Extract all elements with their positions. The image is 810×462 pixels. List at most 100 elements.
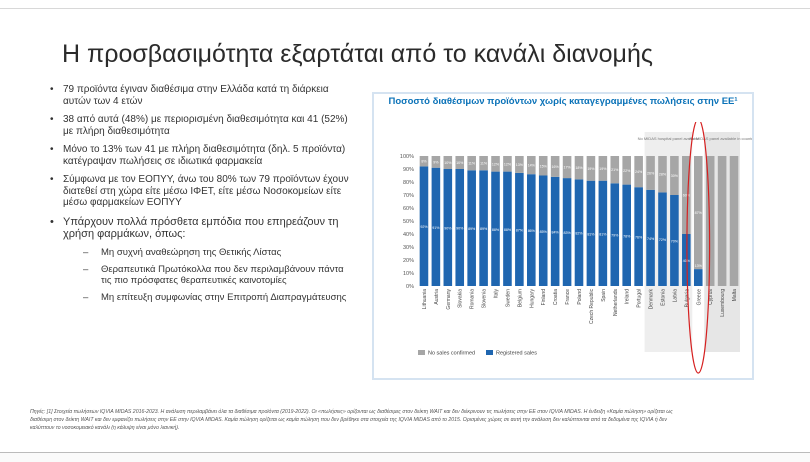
slide-title: Η προσβασιμότητα εξαρτάται από το κανάλι… <box>62 40 653 68</box>
data-label-no-sales: 11% <box>480 162 488 166</box>
annotation-label: No MIDAS panel available in country <box>690 136 752 141</box>
bar-no-sales <box>515 156 524 173</box>
x-tick-label: Belgium <box>517 289 523 307</box>
bar-registered <box>598 180 608 286</box>
bar-registered <box>491 171 500 286</box>
data-label-registered: 72% <box>659 238 667 242</box>
data-label-registered: 89% <box>468 227 476 231</box>
data-label-no-sales: 60% <box>683 194 691 198</box>
x-tick-label: Romania <box>470 289 476 309</box>
bar-registered <box>562 178 572 286</box>
bar-no-sales <box>646 156 655 190</box>
data-label-registered: 74% <box>647 237 655 241</box>
x-tick-label: Czech Republic <box>589 289 595 325</box>
bar-registered <box>431 167 441 286</box>
bar-registered <box>455 169 465 286</box>
bullet-item: 79 προϊόντα έγιναν διαθέσιμα στην Ελλάδα… <box>50 84 355 107</box>
bar-registered <box>527 174 536 286</box>
data-label-no-sales: 21% <box>611 168 619 172</box>
bar-registered <box>634 187 643 286</box>
data-label-no-sales: 15% <box>540 164 548 168</box>
bar-no-sales <box>527 156 536 175</box>
x-tick-label: Austria <box>434 289 440 305</box>
y-tick-label: 80% <box>403 180 414 186</box>
bar-no-sales <box>443 156 453 169</box>
x-tick-label: Denmark <box>649 289 655 310</box>
bar-no-sales <box>479 156 488 171</box>
x-tick-label: Lithuania <box>422 289 428 310</box>
bar-no-sales <box>610 156 620 184</box>
bar-registered <box>622 184 631 286</box>
data-label-no-sales: 28% <box>659 173 667 177</box>
bar-registered <box>419 166 429 286</box>
bottom-bar <box>0 452 810 462</box>
legend-swatch-registered <box>486 350 493 355</box>
bar-no-sales <box>574 156 584 180</box>
data-label-no-sales: 14% <box>528 164 536 168</box>
data-label-registered: 87% <box>516 228 524 232</box>
x-tick-label: Hungary <box>529 289 535 308</box>
data-label-no-sales: 18% <box>575 166 583 170</box>
data-label-registered: 85% <box>540 230 548 234</box>
bar-registered <box>682 234 691 286</box>
data-label-no-sales: 19% <box>587 167 595 171</box>
greece-highlight-oval <box>686 122 711 374</box>
bar-registered <box>693 269 703 286</box>
data-label-registered: 78% <box>623 234 631 238</box>
bar-registered <box>670 195 679 286</box>
data-label-no-sales: 10% <box>444 161 452 165</box>
data-label-no-sales: 19% <box>599 167 607 171</box>
source-footnote: Πηγές: [1] Στοιχεία πωλήσεων IQVIA MIDAS… <box>30 409 673 431</box>
y-tick-label: 70% <box>403 193 414 199</box>
bar-no-sales <box>431 156 441 168</box>
data-label-registered: 88% <box>492 228 500 232</box>
bar-no-sales <box>682 156 691 234</box>
sub-bullet-item: Μη επίτευξη συμφωνίας στην Επιτροπή Διαπ… <box>83 292 355 303</box>
chart-panel: Ποσοστό διαθέσιμων προϊόντων χωρίς καταγ… <box>372 92 754 380</box>
sub-bullet-item: Θεραπευτικά Πρωτόκολλα που δεν περιλαμβά… <box>83 264 355 286</box>
bar-registered <box>443 169 453 286</box>
x-tick-label: France <box>565 289 571 305</box>
data-label-no-sales: 17% <box>563 166 571 170</box>
bar-registered <box>467 170 476 286</box>
bullet-item: Υπάρχουν πολλά πρόσθετα εμπόδια που επηρ… <box>50 216 355 303</box>
x-tick-label: Slovakia <box>458 289 464 308</box>
data-label-registered: 13% <box>695 264 703 268</box>
x-tick-label: Spain <box>601 289 607 302</box>
bar-registered <box>610 183 620 286</box>
data-label-registered: 81% <box>599 232 607 236</box>
sub-bullet-list: Μη συχνή αναθεώρηση της Θετικής Λίστας Θ… <box>63 247 355 303</box>
data-label-registered: 83% <box>563 231 571 235</box>
data-label-registered: 82% <box>575 232 583 236</box>
bar-registered <box>586 180 596 286</box>
data-label-no-sales: 12% <box>504 162 512 166</box>
legend-label: No sales confirmed <box>428 351 475 357</box>
x-tick-label: Latvia <box>672 289 678 303</box>
x-tick-label: Malta <box>732 289 738 301</box>
x-tick-label: Cyprus <box>708 289 714 305</box>
data-label-registered: 81% <box>587 232 595 236</box>
x-tick-label: Sweden <box>505 289 511 307</box>
x-tick-label: Slovenia <box>482 289 488 308</box>
x-tick-label: Finland <box>541 289 547 306</box>
data-label-registered: 70% <box>671 240 679 244</box>
y-tick-label: 40% <box>403 232 414 238</box>
data-label-no-sales: 11% <box>468 162 476 166</box>
x-tick-label: Italy <box>494 289 500 299</box>
data-label-registered: 86% <box>528 229 536 233</box>
data-label-no-sales: 13% <box>516 163 524 167</box>
bar-no-sales <box>634 156 643 188</box>
bar-no-sales <box>670 156 679 195</box>
bar-no-sales <box>705 156 715 286</box>
x-tick-label: Portugal <box>637 289 643 308</box>
data-label-registered: 79% <box>611 234 619 238</box>
legend-label: Registered sales <box>496 351 537 357</box>
data-label-no-sales: 24% <box>635 170 643 174</box>
bullet-item-text: Υπάρχουν πολλά πρόσθετα εμπόδια που επηρ… <box>63 215 339 241</box>
bar-no-sales <box>693 156 703 270</box>
x-tick-label: Luxembourg <box>720 289 726 317</box>
bullet-item: Μόνο το 13% των 41 με πλήρη διαθεσιμότητ… <box>50 144 355 167</box>
data-label-registered: 88% <box>504 228 512 232</box>
bar-no-sales <box>455 156 465 169</box>
